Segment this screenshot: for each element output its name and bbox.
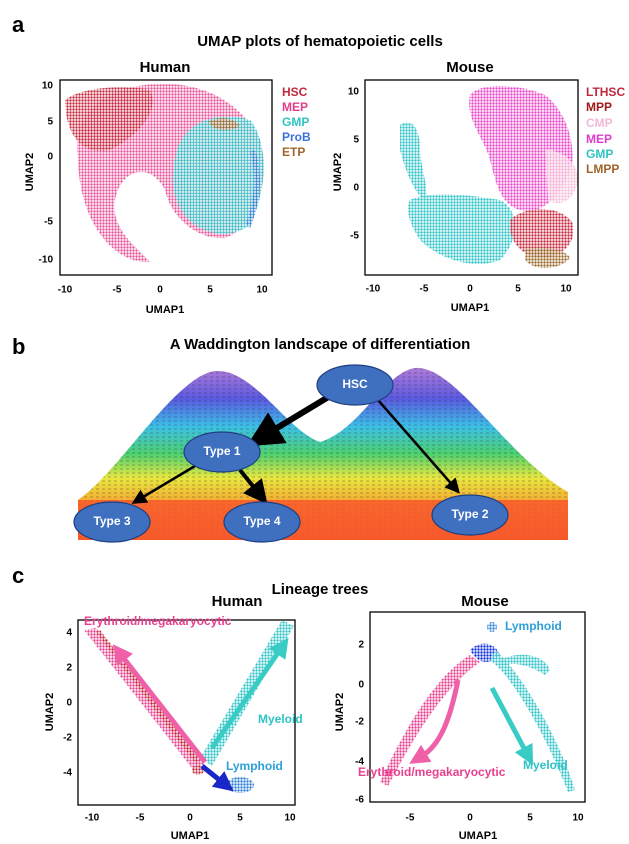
x-axis-label: UMAP1 — [171, 830, 210, 842]
arrows — [131, 393, 460, 505]
y-tick-label: -5 — [44, 217, 53, 228]
plot-title: Human — [140, 59, 191, 76]
y-tick-label: 2 — [66, 663, 72, 674]
x-tick-label: 0 — [187, 813, 193, 824]
y-tick-label: 5 — [353, 135, 359, 146]
legend-entry: LMPP — [586, 162, 619, 176]
legend-entry: CMP — [586, 116, 613, 130]
node — [316, 364, 394, 406]
y-tick-label: 10 — [42, 81, 54, 92]
scatter-cloud — [65, 83, 264, 263]
y-tick-label: 0 — [353, 183, 359, 194]
annotation: Erythroid/megakaryocytic — [84, 614, 232, 628]
x-tick-label: 5 — [237, 813, 243, 824]
x-tick-label: 10 — [572, 813, 584, 824]
y-tick-label: 5 — [47, 117, 53, 128]
y-axis-label: UMAP2 — [44, 693, 56, 732]
y-tick-label: 0 — [47, 152, 53, 163]
plot-title: Mouse — [461, 593, 509, 610]
x-axis-label: UMAP1 — [451, 302, 490, 314]
legend-entry: ETP — [282, 145, 305, 159]
y-tick-label: -4 — [355, 757, 364, 768]
lineage-arrows — [409, 679, 534, 766]
y-tick-label: 2 — [358, 640, 364, 651]
legend-entry: MEP — [586, 132, 612, 146]
annotation: Myeloid — [258, 712, 303, 726]
panel-label: a — [12, 12, 25, 37]
legend-entry: ProB — [282, 130, 311, 144]
panel-title: UMAP plots of hematopoietic cells — [197, 33, 443, 50]
legend-entry: MEP — [282, 100, 308, 114]
scatter-cloud — [400, 85, 578, 269]
x-tick-label: 0 — [157, 285, 163, 296]
plot-title: Mouse — [446, 59, 494, 76]
plot-frame — [59, 79, 273, 276]
annotation: Lymphoid — [226, 759, 283, 773]
y-tick-label: -2 — [355, 717, 364, 728]
x-tick-label: 5 — [527, 813, 533, 824]
x-axis-label: UMAP1 — [146, 304, 185, 316]
panel-label: b — [12, 334, 25, 359]
plot-frame — [77, 619, 296, 806]
x-tick-label: -10 — [366, 284, 381, 295]
node-label: Type 2 — [451, 507, 488, 521]
plot-frame — [369, 611, 586, 803]
x-tick-label: 10 — [284, 813, 296, 824]
landscape — [78, 367, 568, 540]
y-tick-label: -10 — [39, 255, 54, 266]
y-axis-label: UMAP2 — [334, 693, 346, 732]
y-tick-label: 4 — [66, 628, 72, 639]
y-tick-label: 10 — [348, 87, 360, 98]
y-tick-label: 0 — [66, 698, 72, 709]
x-tick-label: -5 — [136, 813, 145, 824]
y-tick-label: -2 — [63, 733, 72, 744]
trajectory-cloud — [380, 622, 575, 792]
plot-title: Human — [212, 593, 263, 610]
lineage-arrows — [112, 637, 289, 792]
y-tick-label: 0 — [358, 680, 364, 691]
node-label: Type 3 — [93, 514, 130, 528]
annotation: Myeloid — [523, 758, 568, 772]
x-tick-label: -5 — [406, 813, 415, 824]
x-tick-label: -10 — [58, 285, 73, 296]
node — [223, 501, 301, 543]
x-tick-label: 5 — [515, 284, 521, 295]
legend-entry: LTHSC — [586, 85, 625, 99]
legend-entry: GMP — [586, 147, 613, 161]
annotation: Erythroid/megakaryocytic — [358, 765, 506, 779]
node-label: Type 4 — [243, 514, 280, 528]
annotation: Lymphoid — [505, 619, 562, 633]
y-tick-label: -6 — [355, 795, 364, 806]
x-tick-label: 10 — [560, 284, 572, 295]
x-axis-label: UMAP1 — [459, 830, 498, 842]
y-axis-label: UMAP2 — [24, 153, 36, 192]
node — [431, 494, 509, 536]
panel-title: Lineage trees — [272, 581, 369, 598]
x-tick-label: -5 — [113, 285, 122, 296]
x-tick-label: -5 — [420, 284, 429, 295]
x-tick-label: 0 — [467, 813, 473, 824]
node — [73, 501, 151, 543]
x-tick-label: 0 — [467, 284, 473, 295]
plot-frame — [364, 79, 579, 276]
legend-entry: MPP — [586, 100, 612, 114]
y-axis-label: UMAP2 — [332, 153, 344, 192]
node — [183, 431, 261, 473]
legend-entry: GMP — [282, 115, 309, 129]
node-label: HSC — [342, 377, 368, 391]
legend-entry: HSC — [282, 85, 308, 99]
x-tick-label: -10 — [85, 813, 100, 824]
panel-label: c — [12, 563, 24, 588]
panel-title: A Waddington landscape of differentiatio… — [170, 336, 471, 353]
node-label: Type 1 — [203, 444, 240, 458]
y-tick-label: -5 — [350, 231, 359, 242]
x-tick-label: 5 — [207, 285, 213, 296]
x-tick-label: 10 — [256, 285, 268, 296]
y-tick-label: -4 — [63, 768, 72, 779]
